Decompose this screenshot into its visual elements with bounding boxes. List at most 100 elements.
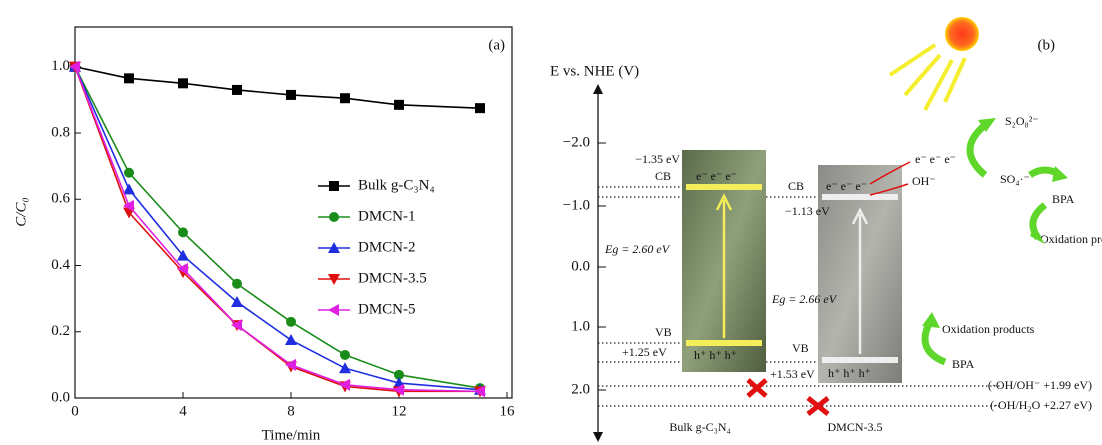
marker <box>177 249 189 261</box>
label: +1.25 eV <box>622 345 667 359</box>
label: BPA <box>1052 192 1075 206</box>
y-tick-label: 0.0 <box>51 389 70 405</box>
legend-label: DMCN-2 <box>358 239 416 255</box>
cb-bar <box>686 184 762 190</box>
marker <box>231 319 242 332</box>
y-tick-label: 0.8 <box>51 124 70 140</box>
label: e⁻ e⁻ e⁻ <box>696 169 737 183</box>
marker <box>393 383 404 396</box>
excitation-arrow <box>715 193 733 338</box>
marker <box>177 262 188 275</box>
sun-rays <box>888 43 967 111</box>
x-tick-label: 4 <box>179 403 187 419</box>
cross <box>746 378 830 416</box>
y-axis-label: C/C₀ <box>13 197 29 226</box>
legend-label: DMCN-1 <box>358 208 416 224</box>
label: Oxidation products <box>1040 232 1102 246</box>
marker <box>394 369 404 380</box>
label: Eg = 2.60 eV <box>604 242 671 256</box>
label: h⁺ h⁺ h⁺ <box>694 348 737 362</box>
y-tick-label: 1.0 <box>51 58 70 74</box>
y-tick-label: 0.4 <box>51 257 70 273</box>
excitation-arrow <box>851 207 869 354</box>
label: e⁻ e⁻ e⁻ <box>915 152 956 166</box>
label: −1.35 eV <box>635 152 680 166</box>
sun <box>945 17 979 51</box>
marker <box>286 316 296 327</box>
marker <box>124 73 134 84</box>
x-tick-label: 0 <box>71 403 79 419</box>
legend-label: Bulk g-C₃N₄ <box>358 177 435 193</box>
cb-bar <box>822 194 898 200</box>
level-lines <box>598 186 1000 407</box>
marker <box>232 84 242 95</box>
series-line <box>74 66 481 393</box>
label: OH⁻ <box>912 174 936 188</box>
marker <box>123 199 134 212</box>
marker <box>286 89 296 100</box>
label: VB <box>655 325 672 339</box>
axis-tick-label: −2.0 <box>563 134 590 150</box>
y-tick-label: 0.6 <box>51 191 70 207</box>
axis-label: E vs. NHE (V) <box>550 63 639 79</box>
vb-bar <box>822 357 898 363</box>
series-line <box>74 66 480 393</box>
marker <box>340 93 350 104</box>
axis-tick-label: 0.0 <box>571 258 590 274</box>
label: CB <box>788 179 804 193</box>
marker <box>69 60 80 73</box>
label: S₂O₈²⁻ <box>1005 114 1039 128</box>
panel-label: (a) <box>488 37 505 53</box>
label: −1.13 eV <box>785 204 830 218</box>
marker <box>475 103 485 114</box>
x-tick-label: 8 <box>287 403 295 419</box>
marker <box>123 183 135 195</box>
x-tick-label: 16 <box>500 403 516 419</box>
legend-marker <box>328 274 340 285</box>
series-line <box>74 65 481 109</box>
panel-label: (b) <box>1038 37 1056 53</box>
marker <box>474 385 485 398</box>
series-line <box>74 66 481 391</box>
label: h⁺ h⁺ h⁺ <box>828 366 871 380</box>
marker <box>178 227 188 238</box>
marker <box>178 78 188 89</box>
axis-tick-label: 2.0 <box>571 381 590 397</box>
marker <box>339 378 350 391</box>
y-tick-label: 0.2 <box>51 323 70 339</box>
label: BPA <box>952 357 975 371</box>
axis-tick-label: −1.0 <box>563 197 590 213</box>
green-arrowheads <box>922 118 1068 328</box>
marker <box>231 295 243 307</box>
label: CB <box>655 169 671 183</box>
energy-axis <box>593 84 606 442</box>
electron-arrow <box>869 161 911 196</box>
marker <box>285 334 297 346</box>
legend-marker <box>329 181 339 191</box>
legend-label: DMCN-3.5 <box>358 270 427 286</box>
label: (·OH/OH⁻ +1.99 eV) <box>988 378 1092 392</box>
marker <box>394 99 404 110</box>
legend-marker <box>328 304 339 316</box>
label: DMCN-3.5 <box>827 420 882 434</box>
marker <box>232 278 242 289</box>
marker <box>340 349 350 360</box>
label: +1.53 eV <box>770 367 815 381</box>
vb-bar <box>686 340 762 346</box>
marker <box>339 362 351 374</box>
legend-label: DMCN-5 <box>358 301 416 317</box>
legend-marker <box>329 212 339 222</box>
marker <box>285 358 296 371</box>
label: Bulk g-C₃N₄ <box>669 420 730 434</box>
marker <box>124 167 134 178</box>
plot-frame <box>74 26 513 399</box>
legend-marker <box>328 242 340 253</box>
label: SO₄·⁻ <box>1000 172 1030 186</box>
x-axis-label: Time/min <box>262 427 321 443</box>
label: VB <box>792 341 809 355</box>
label: Eg = 2.66 eV <box>771 292 838 306</box>
axis-tick-label: 1.0 <box>571 318 590 334</box>
label: Oxidation products <box>942 322 1035 336</box>
label: (·OH/H₂O +2.27 eV) <box>990 398 1092 412</box>
